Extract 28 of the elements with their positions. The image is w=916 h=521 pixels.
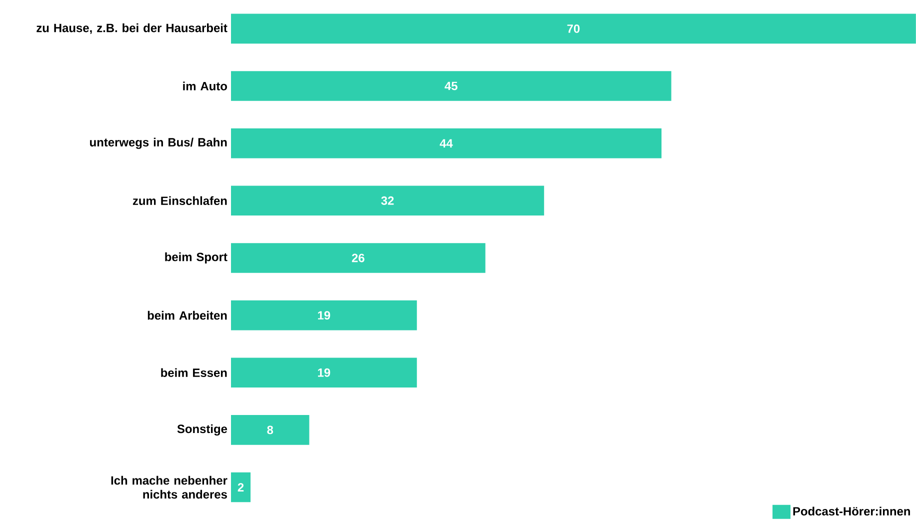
- data-label: 8: [267, 426, 274, 434]
- y-tick-label: zum Einschlafen: [132, 196, 227, 206]
- data-label: 2: [238, 483, 244, 492]
- bar: [230, 14, 916, 44]
- data-label: 19: [318, 311, 330, 320]
- data-label: 26: [352, 254, 364, 262]
- y-tick-label: beim Essen: [161, 368, 227, 378]
- y-tick-label: beim Arbeiten: [148, 310, 227, 320]
- y-tick-label: beim Sport: [165, 252, 228, 264]
- legend-label: Podcast-Hörer:innen: [793, 506, 910, 516]
- y-tick-label: zu Hause, z.B. bei der Hausarbeit: [36, 23, 228, 34]
- bar: [230, 300, 417, 330]
- bar: [230, 358, 417, 388]
- bar: [230, 71, 672, 101]
- data-label: 44: [440, 139, 453, 148]
- bar: [230, 186, 544, 216]
- y-tick-label: Ich mache nebenher nichts anderes: [111, 476, 228, 499]
- data-label: 32: [381, 196, 394, 205]
- bar: [230, 128, 662, 158]
- bar: [230, 243, 486, 273]
- y-tick-label: Sonstige: [177, 424, 228, 436]
- data-label: 19: [318, 368, 330, 377]
- y-tick-label: im Auto: [183, 82, 227, 90]
- bar: [230, 415, 310, 445]
- data-label: 70: [567, 24, 580, 33]
- bar: [230, 472, 251, 502]
- y-tick-label: unterwegs in Bus/ Bahn: [90, 138, 227, 149]
- data-label: 45: [444, 82, 458, 90]
